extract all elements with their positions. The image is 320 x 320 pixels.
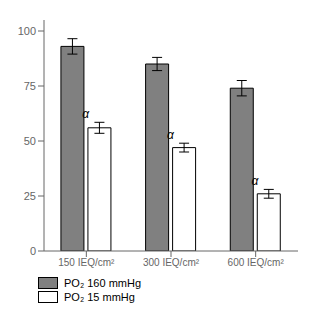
svg-text:0: 0	[30, 245, 36, 257]
svg-text:600 IEQ/cm²: 600 IEQ/cm²	[228, 257, 285, 268]
svg-text:α: α	[82, 107, 90, 121]
html-text:PO₂ 15 mmHg: PO₂ 15 mmHg	[64, 291, 135, 303]
svg-text:150 IEQ/cm²: 150 IEQ/cm²	[58, 257, 115, 268]
svg-text:100: 100	[18, 25, 36, 37]
html-text:PO₂ 160 mmHg: PO₂ 160 mmHg	[64, 277, 141, 289]
svg-text:50: 50	[24, 135, 36, 147]
svg-text:α: α	[252, 174, 260, 188]
svg-text:α: α	[167, 128, 175, 142]
svg-text:25: 25	[24, 190, 36, 202]
svg-text:75: 75	[24, 80, 36, 92]
svg-text:300 IEQ/cm²: 300 IEQ/cm²	[143, 257, 200, 268]
